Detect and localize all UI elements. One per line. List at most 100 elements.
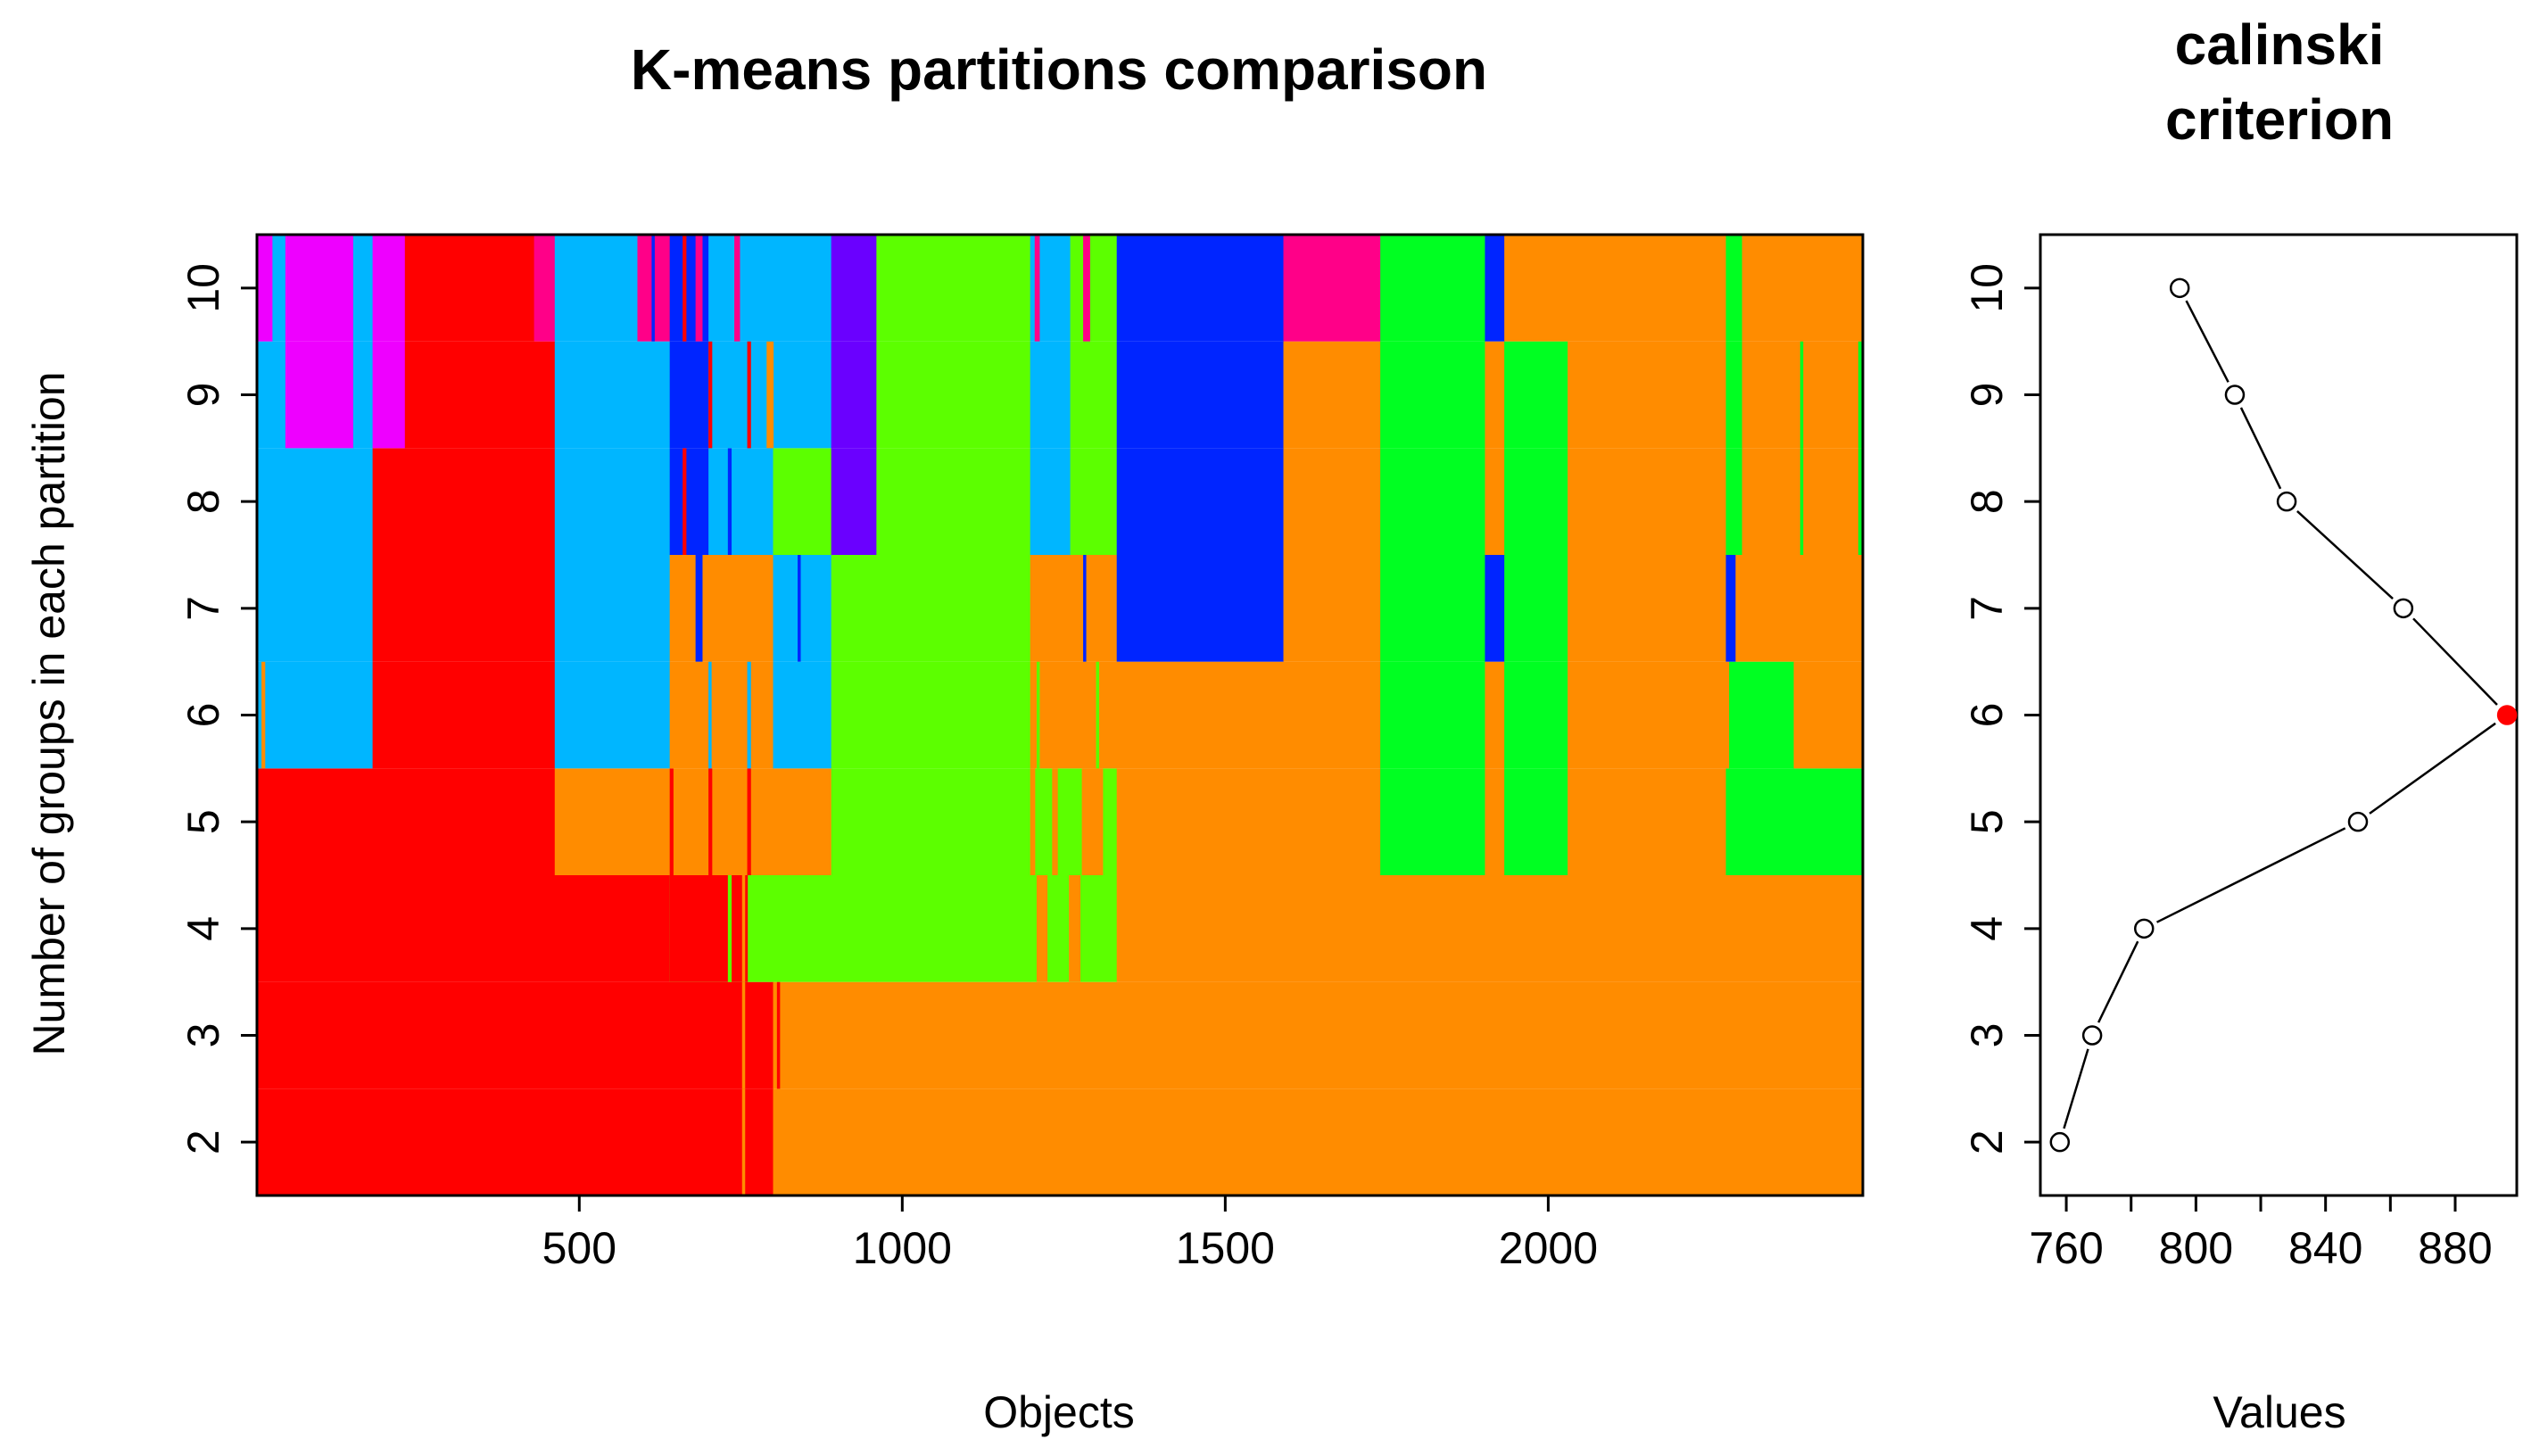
heatmap-cell-k5	[1116, 768, 1381, 875]
heatmap-x-tick-label: 500	[542, 1223, 616, 1273]
heatmap-stripe-k9	[747, 341, 751, 449]
heatmap-cell-k9	[285, 341, 354, 449]
heatmap-cell-k10	[708, 235, 774, 342]
heatmap-stripe-k7	[1083, 555, 1087, 662]
heatmap-stripe-k8	[1857, 448, 1864, 555]
heatmap-title: K-means partitions comparison	[631, 37, 1487, 102]
heatmap-cell-k6	[1793, 661, 1864, 769]
calinski-line-segment	[2063, 1048, 2089, 1129]
heatmap-cell-k6	[1380, 661, 1486, 769]
heatmap-cell-k8	[1485, 448, 1505, 555]
heatmap-cell-k3	[773, 981, 1864, 1089]
heatmap-cell-k10	[404, 235, 535, 342]
heatmap-x-axis-label: Objects	[983, 1387, 1135, 1437]
calinski-y-tick-label: 2	[1962, 1129, 2012, 1154]
heatmap-stripe-k9	[1799, 341, 1804, 449]
calinski-point	[2081, 1025, 2103, 1046]
calinski-line-segment	[2412, 617, 2498, 706]
heatmap-stripe-k5	[1081, 768, 1104, 875]
calinski-x-tick-label: 800	[2159, 1223, 2233, 1273]
heatmap-cell-k7	[372, 555, 556, 662]
heatmap-cell-k8	[1070, 448, 1118, 555]
heatmap-cell-k5	[1725, 768, 1864, 875]
heatmap-stripe-k6	[747, 661, 751, 769]
heatmap-cell-k7	[1030, 555, 1118, 662]
calinski-x-axis-label: Values	[2213, 1387, 2345, 1437]
heatmap-cell-k8	[372, 448, 556, 555]
heatmap-cell-k7	[1725, 555, 1736, 662]
heatmap-cell-k9	[404, 341, 556, 449]
heatmap-cell-k9	[876, 341, 1031, 449]
heatmap-cell-k4	[876, 875, 1031, 982]
heatmap-stripe-k10	[651, 235, 655, 342]
heatmap-cells	[257, 235, 1864, 1195]
heatmap-cell-k10	[534, 235, 556, 342]
calinski-y-tick-label: 9	[1962, 383, 2012, 408]
calinski-y-tick-label: 4	[1962, 916, 2012, 941]
calinski-line-segment	[2239, 407, 2282, 490]
heatmap-cell-k6	[554, 661, 671, 769]
heatmap-cell-k8	[1568, 448, 1727, 555]
heatmap-y-tick-label: 4	[178, 916, 228, 941]
calinski-title-line2: criterion	[2165, 87, 2394, 152]
heatmap-y-tick-label: 6	[178, 703, 228, 728]
heatmap-cell-k10	[876, 235, 1031, 342]
heatmap-cell-k9	[1380, 341, 1486, 449]
calinski-y-tick-label: 3	[1962, 1023, 2012, 1048]
heatmap-stripe-k6	[261, 661, 266, 769]
calinski-point	[2169, 277, 2190, 299]
heatmap-cell-k6	[831, 661, 1031, 769]
heatmap-cell-k8	[1030, 448, 1071, 555]
heatmap-cell-k6	[773, 661, 832, 769]
heatmap-cell-k8	[773, 448, 832, 555]
heatmap-x-tick-label: 1500	[1176, 1223, 1275, 1273]
calinski-point	[2049, 1131, 2071, 1153]
heatmap-stripe-k5	[1052, 768, 1058, 875]
heatmap-cell-k9	[352, 341, 374, 449]
heatmap-cell-k7	[1735, 555, 1864, 662]
calinski-title-line1: calinski	[2175, 12, 2385, 77]
heatmap-cell-k10	[669, 235, 709, 342]
heatmap-cell-k10	[773, 235, 832, 342]
calinski-line-segment	[2097, 940, 2139, 1023]
calinski-line-segment	[2185, 300, 2230, 383]
heatmap-stripe-k7	[695, 555, 703, 662]
heatmap-cell-k6	[1568, 661, 1730, 769]
heatmap-stripe-k4	[727, 875, 732, 982]
heatmap-cell-k4	[257, 875, 671, 982]
heatmap-axes: 500 1000 1500 2000 2 3 4 5 6 7 8 9 10	[178, 263, 1598, 1273]
heatmap-cell-k10	[1741, 235, 1864, 342]
heatmap-stripe-k8	[727, 448, 732, 555]
heatmap-stripe-k5	[708, 768, 713, 875]
heatmap-cell-k5	[1568, 768, 1727, 875]
heatmap-cell-k5	[1504, 768, 1568, 875]
heatmap-stripe-k10	[1083, 235, 1090, 342]
heatmap-cell-k6	[1485, 661, 1505, 769]
heatmap-cell-k9	[554, 341, 671, 449]
heatmap-y-axis-label: Number of groups in each partition	[24, 371, 74, 1055]
heatmap-cell-k2	[257, 1088, 774, 1195]
heatmap-cell-k10	[1568, 235, 1727, 342]
calinski-line-segment	[2369, 722, 2496, 815]
calinski-y-tick-label: 5	[1962, 809, 2012, 834]
calinski-line-segment	[2296, 510, 2394, 600]
heatmap-cell-k9	[1485, 341, 1505, 449]
heatmap-cell-k8	[831, 448, 877, 555]
heatmap-x-tick-label: 1000	[853, 1223, 952, 1273]
heatmap-stripe-k4	[1036, 875, 1048, 982]
heatmap-cell-k9	[1504, 341, 1568, 449]
heatmap-cell-k10	[1504, 235, 1568, 342]
heatmap-cell-k10	[352, 235, 374, 342]
heatmap-x-tick-label: 2000	[1499, 1223, 1598, 1273]
heatmap-cell-k9	[1070, 341, 1118, 449]
heatmap-stripe-k10	[734, 235, 740, 342]
heatmap-cell-k10	[1070, 235, 1118, 342]
heatmap-cell-k9	[1030, 341, 1071, 449]
heatmap-stripe-k6	[1096, 661, 1100, 769]
heatmap-cell-k7	[1380, 555, 1486, 662]
heatmap-cell-k9	[773, 341, 832, 449]
heatmap-y-tick-label: 3	[178, 1023, 228, 1048]
heatmap-stripe-k6	[708, 661, 712, 769]
heatmap-cell-k10	[1116, 235, 1285, 342]
heatmap-cell-k10	[1283, 235, 1381, 342]
